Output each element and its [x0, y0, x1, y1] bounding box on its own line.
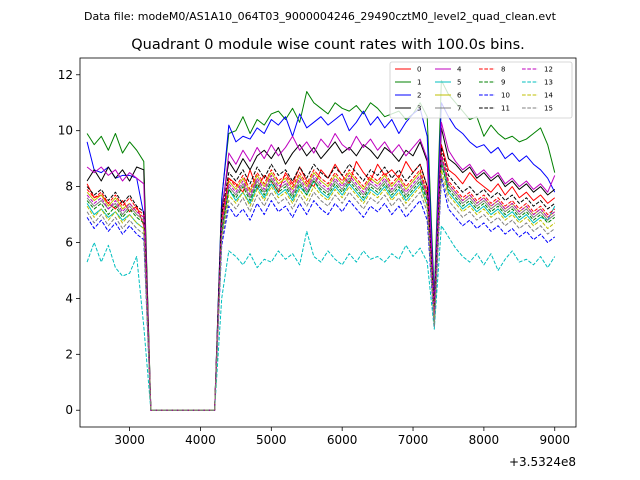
x-axis: 3000 4000 5000 6000 7000 8000 9000: [114, 427, 570, 447]
x-tick-label: 9000: [539, 433, 570, 447]
y-tick-label: 2: [65, 347, 73, 361]
series-layer: [86, 79, 556, 411]
legend-label-2: 2: [417, 92, 421, 100]
series-line-9: [86, 163, 556, 411]
legend-label-15: 15: [544, 105, 553, 113]
y-tick-label: 10: [58, 124, 73, 138]
legend-label-5: 5: [457, 79, 461, 87]
x-tick-label: 8000: [469, 433, 500, 447]
x-tick-label: 4000: [185, 433, 216, 447]
legend-label-9: 9: [501, 79, 505, 87]
legend-frame: [389, 61, 573, 119]
legend-label-11: 11: [501, 105, 510, 113]
x-tick-label: 6000: [327, 433, 358, 447]
x-tick-label: 3000: [114, 433, 145, 447]
legend-label-13: 13: [544, 79, 553, 87]
y-tick-label: 4: [65, 291, 73, 305]
legend-label-3: 3: [417, 105, 421, 113]
x-tick-label: 7000: [398, 433, 429, 447]
y-tick-label: 12: [58, 68, 73, 82]
legend-label-7: 7: [457, 105, 461, 113]
y-tick-label: 8: [65, 180, 73, 194]
legend-label-12: 12: [544, 66, 553, 74]
series-line-15: [86, 174, 556, 411]
legend-label-10: 10: [501, 92, 510, 100]
series-line-8: [86, 152, 556, 411]
chart-title: Quadrant 0 module wise count rates with …: [131, 37, 525, 53]
suptitle: Data file: modeM0/AS1A10_064T03_90000042…: [84, 10, 557, 23]
legend-label-6: 6: [457, 92, 462, 100]
series-line-12: [86, 155, 556, 411]
legend-label-14: 14: [544, 92, 553, 100]
legend-label-0: 0: [417, 66, 421, 74]
legend-label-1: 1: [417, 79, 421, 87]
legend-label-4: 4: [457, 66, 462, 74]
x-offset-label: +3.5324e8: [509, 455, 576, 469]
x-tick-label: 5000: [256, 433, 287, 447]
y-tick-label: 0: [65, 403, 73, 417]
y-tick-label: 6: [65, 236, 73, 250]
y-axis: 0 2 4 6 8 10 12: [58, 68, 80, 417]
legend-label-8: 8: [501, 66, 505, 74]
